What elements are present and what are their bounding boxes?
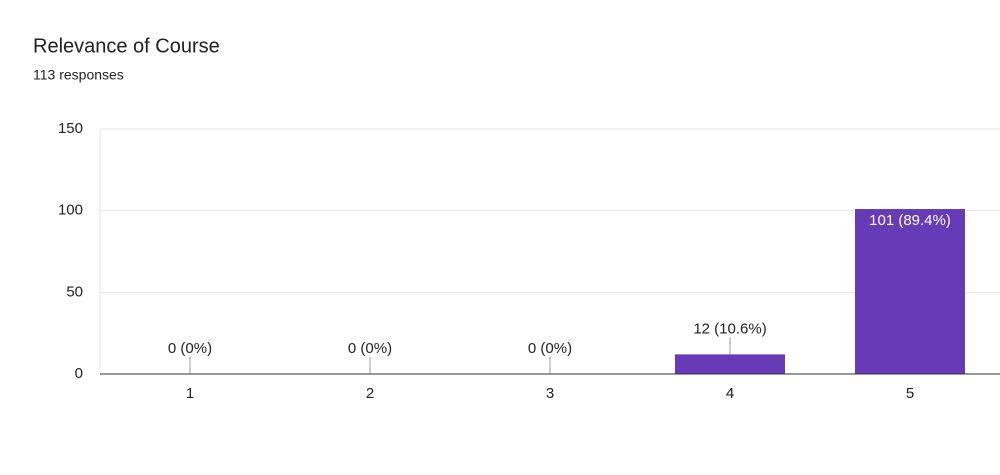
data-label: 0 (0%) [528, 340, 572, 357]
chart-subtitle: 113 responses [33, 67, 124, 83]
chart-title: Relevance of Course [33, 35, 220, 57]
data-label: 12 (10.6%) [693, 320, 766, 337]
data-label: 101 (89.4%) [869, 212, 951, 229]
data-label: 0 (0%) [348, 340, 392, 357]
y-tick-label: 50 [66, 283, 83, 300]
y-tick-label: 100 [58, 202, 83, 219]
x-tick-label: 2 [366, 385, 374, 402]
x-tick-label: 3 [546, 385, 554, 402]
bar [855, 209, 965, 374]
data-label: 0 (0%) [168, 340, 212, 357]
x-tick-label: 4 [726, 385, 734, 402]
y-tick-label: 150 [58, 120, 83, 137]
bar [675, 354, 785, 374]
x-tick-label: 5 [906, 385, 914, 402]
y-tick-label: 0 [75, 365, 83, 382]
x-tick-label: 1 [186, 385, 194, 402]
